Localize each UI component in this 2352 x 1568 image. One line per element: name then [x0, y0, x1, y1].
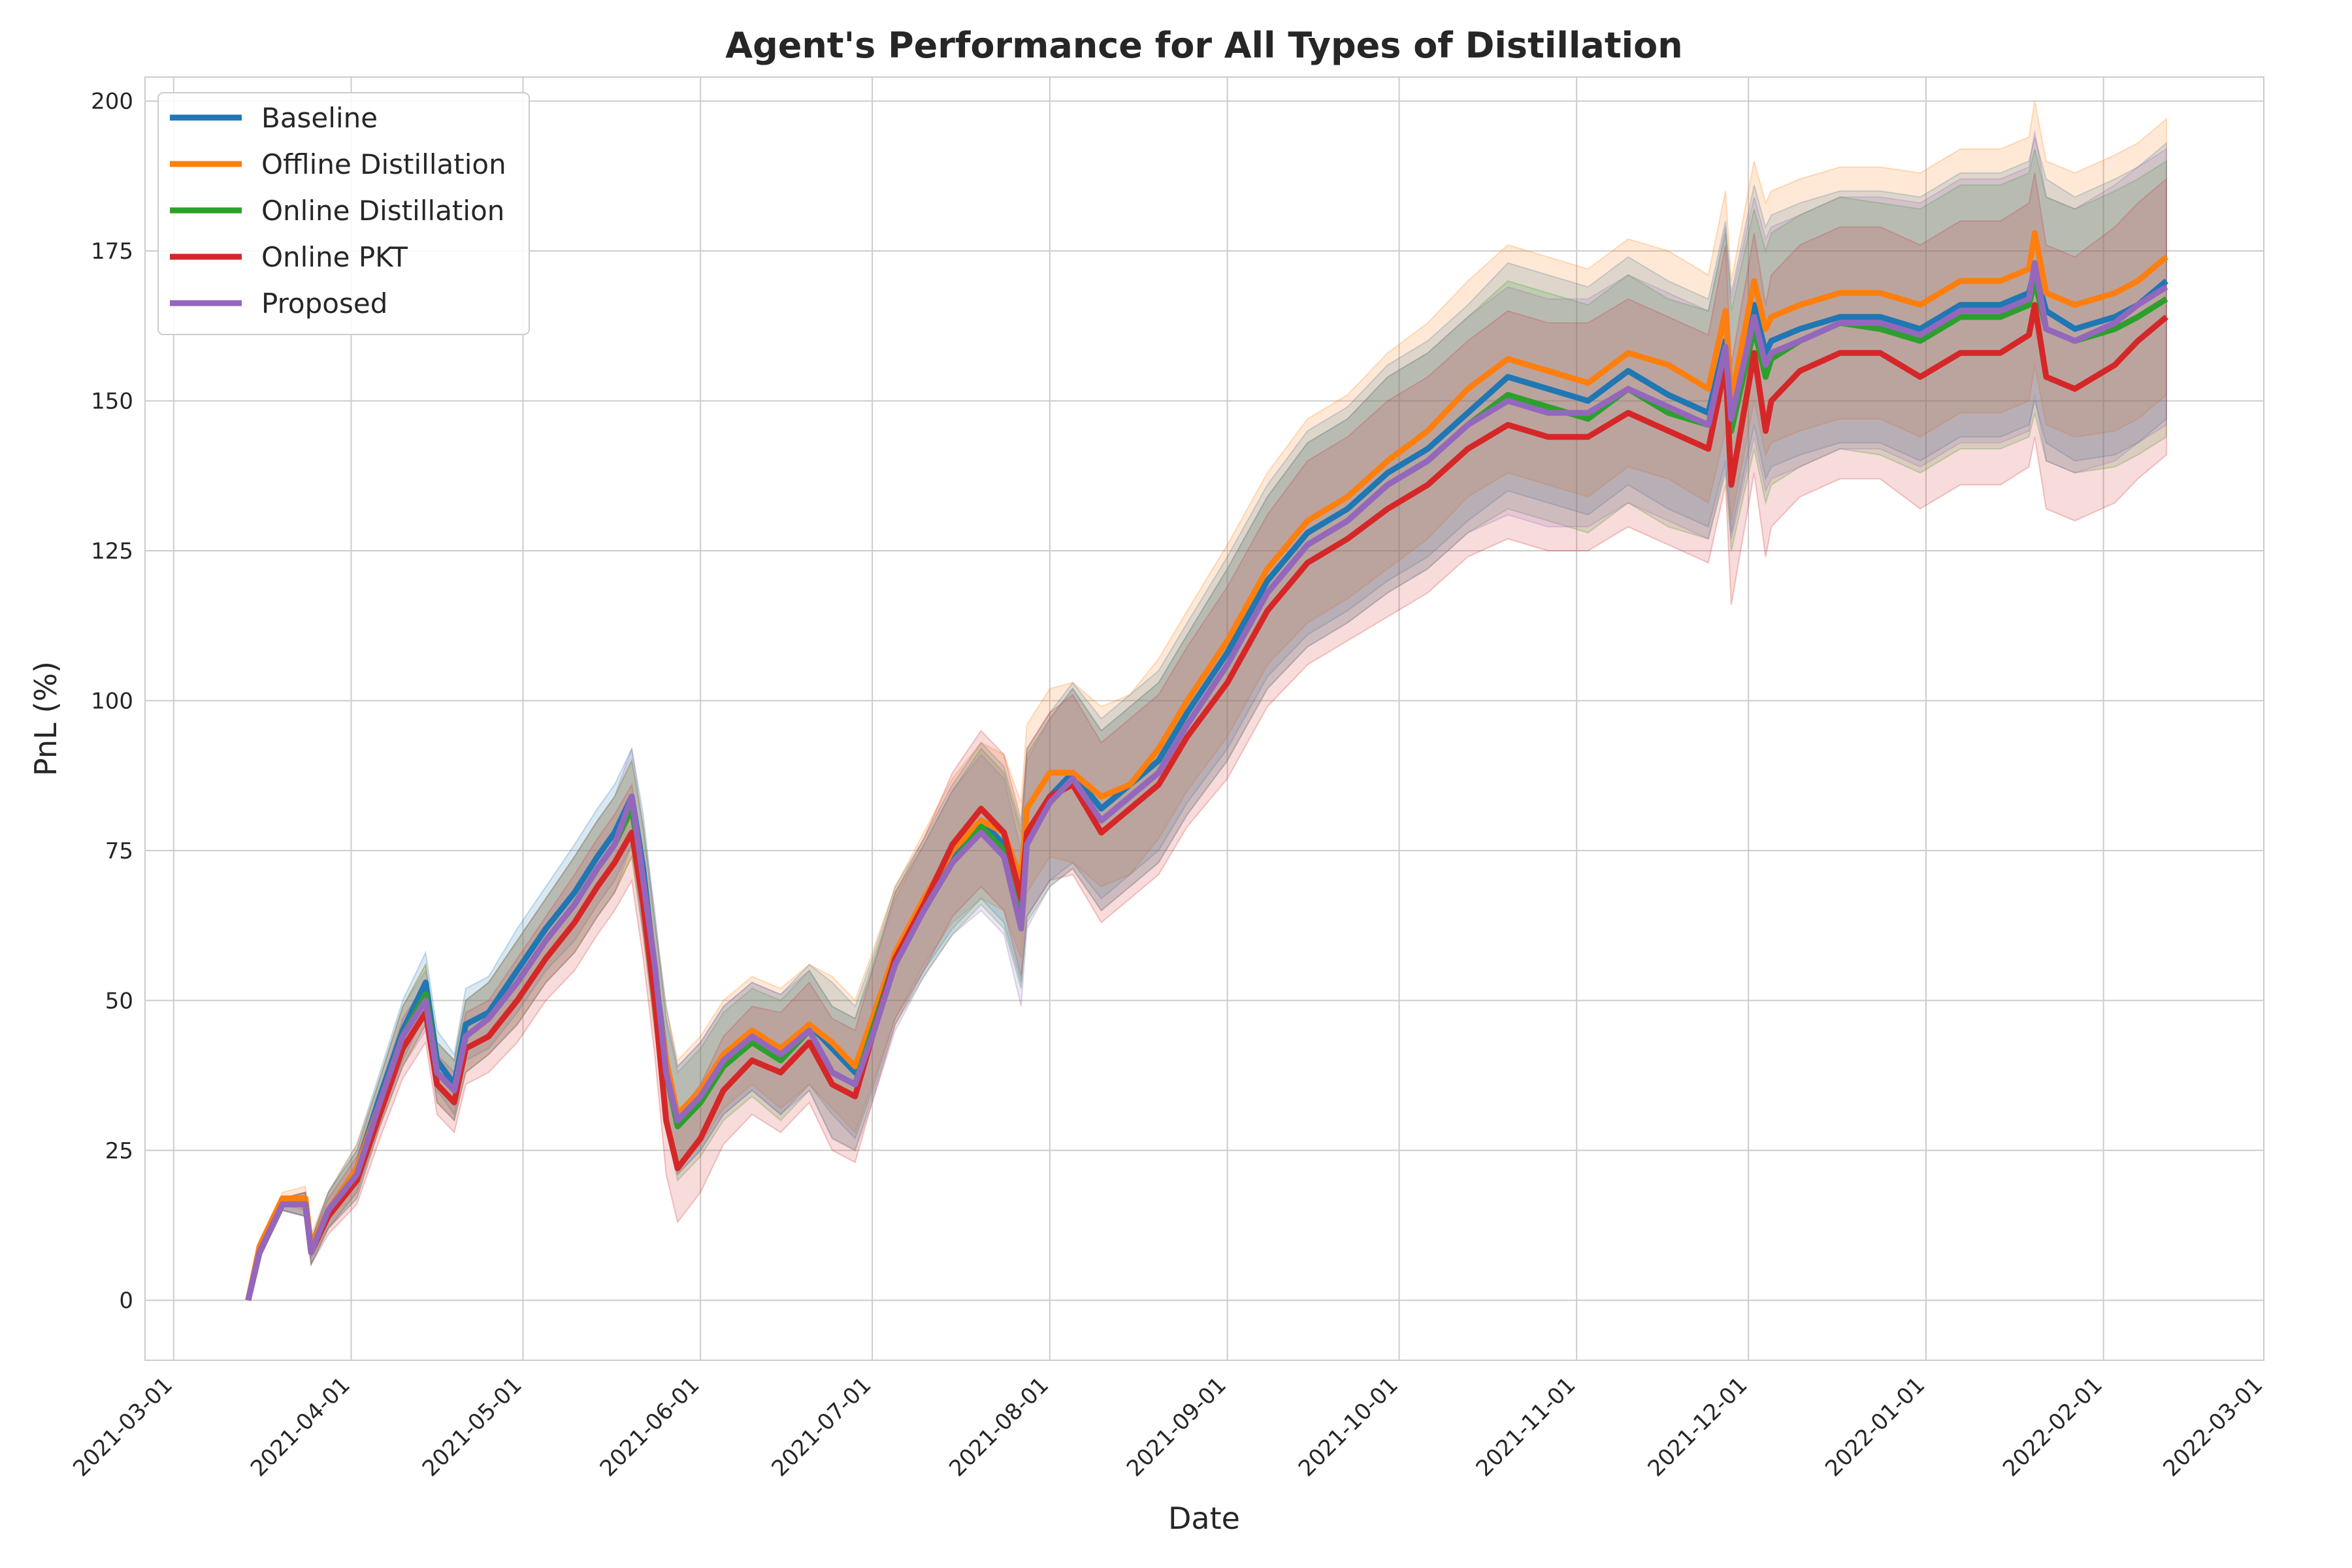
y-axis-label: PnL (%) [28, 661, 63, 776]
y-tick-label: 25 [105, 1138, 133, 1164]
y-tick-label: 175 [91, 238, 133, 265]
legend: Baseline Offline Distillation Online Disti… [157, 92, 530, 335]
y-tick-label: 125 [91, 538, 133, 564]
legend-label: Online Distillation [261, 195, 504, 227]
x-axis-label: Date [1168, 1501, 1240, 1536]
y-tick-labels: 0 25 50 75 100 125 150 175 200 [91, 89, 133, 1315]
y-tick-label: 150 [91, 389, 133, 415]
legend-label: Offline Distillation [261, 148, 506, 180]
legend-label: Proposed [261, 287, 387, 319]
plot-frame [144, 76, 2264, 1361]
y-tick-label: 75 [105, 838, 133, 864]
chart-title: Agent's Performance for All Types of Dis… [725, 25, 1682, 66]
y-tick-label: 50 [105, 988, 133, 1014]
y-tick-label: 100 [91, 688, 133, 714]
series-lines [245, 230, 2168, 1301]
y-tick-label: 200 [91, 89, 133, 115]
line-proposed [245, 260, 2168, 1301]
legend-box [157, 92, 530, 335]
legend-label: Online PKT [261, 241, 408, 273]
legend-label: Baseline [261, 102, 378, 134]
grid [145, 77, 2264, 1360]
y-tick-label: 0 [119, 1288, 133, 1314]
